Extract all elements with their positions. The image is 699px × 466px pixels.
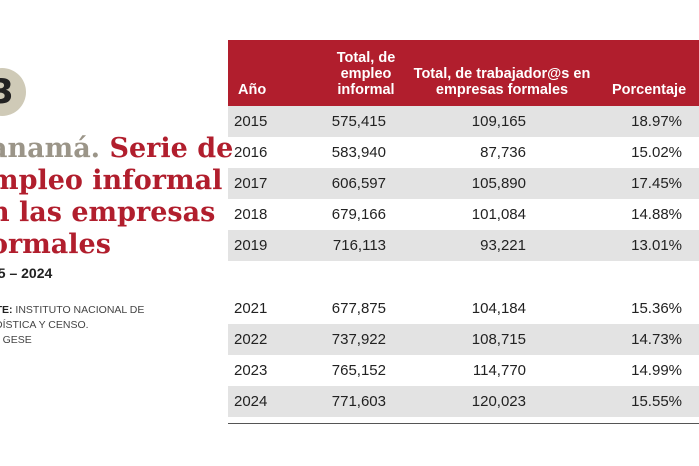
table-row: 2018 679,166 101,084 14.88%	[228, 199, 699, 230]
cell-trabajadores: 109,165	[471, 113, 526, 130]
headline-line-3: n las empresas	[0, 197, 216, 228]
cell-anio: 2019	[234, 237, 268, 254]
cell-porcentaje: 15.55%	[631, 393, 682, 410]
table-row: 2019 716,113 93,221 13.01%	[228, 230, 699, 261]
table-row: 2017 606,597 105,890 17.45%	[228, 168, 699, 199]
headline-line-2: mpleo informal	[0, 165, 223, 196]
cell-anio: 2021	[234, 300, 268, 317]
source-line-1: INSTITUTO NACIONAL DE	[15, 304, 145, 316]
cell-trabajadores: 120,023	[471, 393, 526, 410]
cell-total-empleo: 606,597	[331, 175, 386, 192]
source-label: NTE:	[0, 304, 13, 316]
credits: NTE: INSTITUTO NACIONAL DE ADÍSTICA Y CE…	[0, 303, 144, 348]
cell-trabajadores: 104,184	[471, 300, 526, 317]
headline-line-4: ormales	[0, 229, 111, 260]
cell-total-empleo: 771,603	[331, 393, 386, 410]
header-trabajadores: Total, de trabajador@s en empresas forma…	[413, 66, 591, 98]
source-line-2: ADÍSTICA Y CENSO.	[0, 319, 89, 331]
headline-country: anamá.	[0, 133, 101, 164]
table-row: 2021 677,875 104,184 15.36%	[228, 293, 699, 324]
cell-porcentaje: 14.73%	[631, 331, 682, 348]
table-row: 2024 771,603 120,023 15.55%	[228, 386, 699, 417]
cell-total-empleo: 583,940	[331, 144, 386, 161]
cell-total-empleo: 575,415	[331, 113, 386, 130]
cell-porcentaje: 15.02%	[631, 144, 682, 161]
table-row: 2015 575,415 109,165 18.97%	[228, 106, 699, 137]
cell-total-empleo: 677,875	[331, 300, 386, 317]
cell-trabajadores: 105,890	[471, 175, 526, 192]
cell-total-empleo: 716,113	[332, 237, 386, 254]
figure-number-badge: 3	[0, 68, 26, 116]
cell-anio: 2017	[234, 175, 268, 192]
cell-porcentaje: 14.88%	[631, 206, 682, 223]
years-range: 15 – 2024	[0, 265, 53, 281]
cell-porcentaje: 13.01%	[631, 237, 682, 254]
cell-porcentaje: 18.97%	[631, 113, 682, 130]
cell-trabajadores: 101,084	[471, 206, 526, 223]
table-row: 2023 765,152 114,770 14.99%	[228, 355, 699, 386]
table-gap-row	[228, 261, 699, 293]
table-row: 2022 737,922 108,715 14.73%	[228, 324, 699, 355]
cell-total-empleo: 765,152	[331, 362, 386, 379]
cell-trabajadores: 108,715	[471, 331, 526, 348]
cell-porcentaje: 15.36%	[631, 300, 682, 317]
table-body: 2015 575,415 109,165 18.97% 2016 583,940 87,73…	[228, 106, 699, 417]
cell-anio: 2022	[234, 331, 268, 348]
cell-total-empleo: 679,166	[331, 206, 386, 223]
table-row: 2016 583,940 87,736 15.02%	[228, 137, 699, 168]
cell-porcentaje: 14.99%	[631, 362, 682, 379]
cell-trabajadores: 114,770	[472, 362, 526, 379]
graphic-value: GESE	[2, 334, 32, 346]
cell-trabajadores: 87,736	[480, 144, 526, 161]
employment-table: Año Total, de empleo informal Total, de …	[228, 40, 699, 424]
headline-line-1: Serie de	[109, 133, 234, 164]
table-header: Año Total, de empleo informal Total, de …	[228, 40, 699, 106]
cell-porcentaje: 17.45%	[631, 175, 682, 192]
cell-total-empleo: 737,922	[331, 331, 386, 348]
table-bottom-rule	[228, 423, 699, 424]
cell-anio: 2024	[234, 393, 268, 410]
header-anio: Año	[238, 82, 267, 98]
cell-anio: 2018	[234, 206, 268, 223]
cell-anio: 2015	[234, 113, 268, 130]
cell-anio: 2023	[234, 362, 268, 379]
header-total-empleo: Total, de empleo informal	[336, 50, 396, 98]
headline: anamá. Serie de mpleo informal n las emp…	[0, 133, 233, 261]
cell-trabajadores: 93,221	[480, 237, 526, 254]
header-porcentaje: Porcentaje	[612, 82, 687, 98]
cell-anio: 2016	[234, 144, 268, 161]
